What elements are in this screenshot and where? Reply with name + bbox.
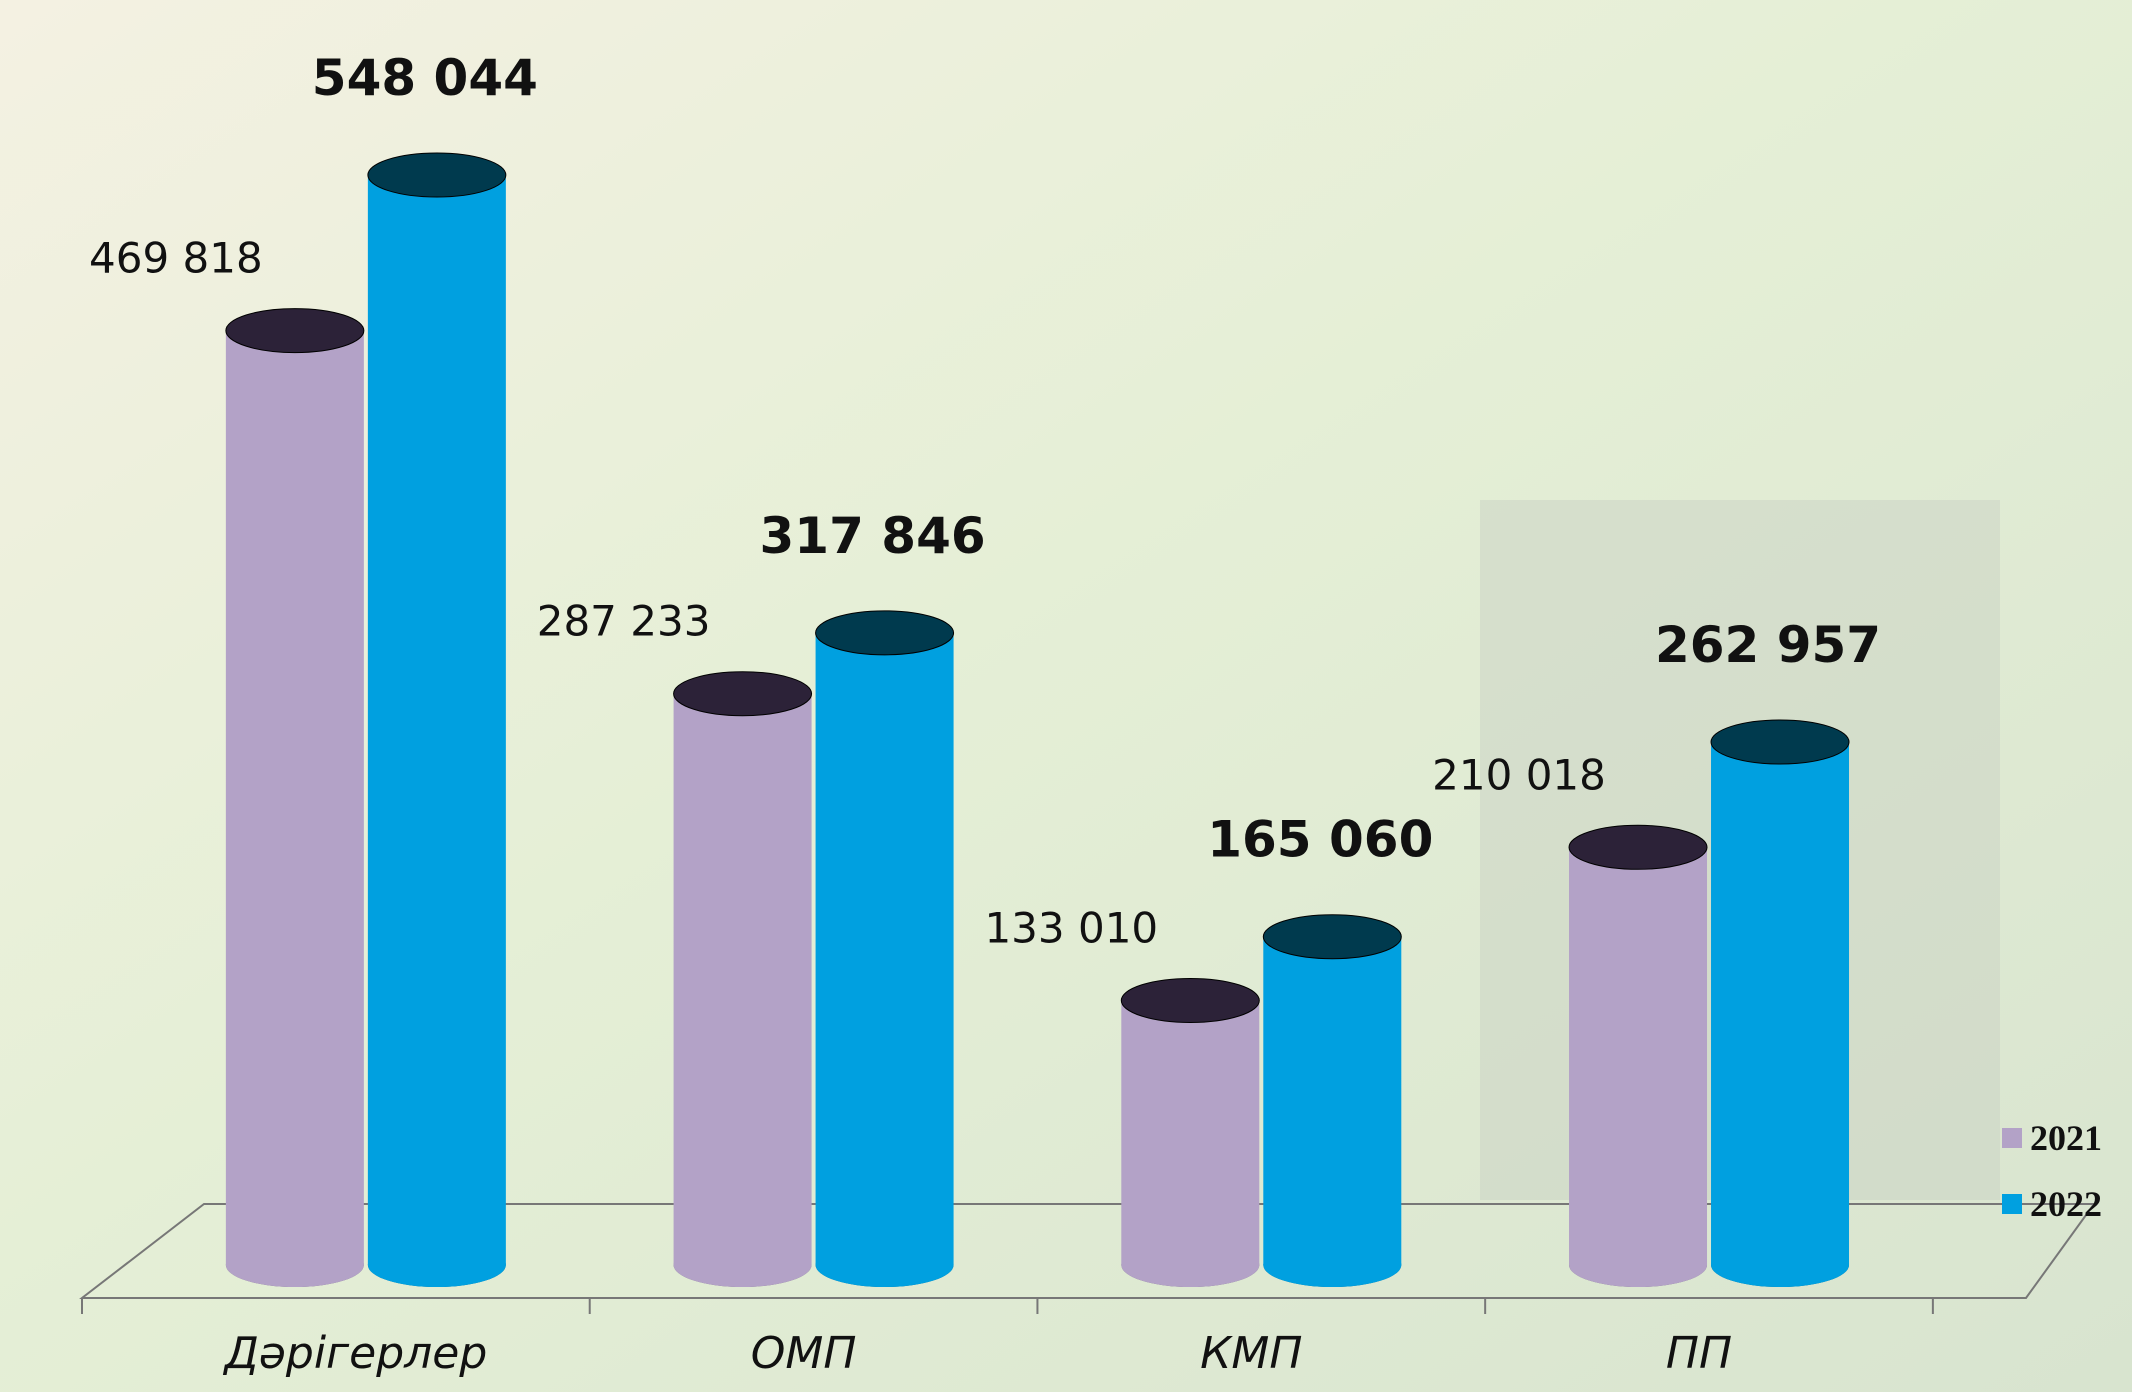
- bar-bottom-cap: [368, 1243, 506, 1287]
- bar: [816, 633, 954, 1265]
- bar-top: [226, 309, 364, 353]
- bar-bottom-cap: [1569, 1243, 1707, 1287]
- bar-bottom-cap: [1263, 1243, 1401, 1287]
- bar-bottom-cap: [226, 1243, 364, 1287]
- bar-bottom-cap: [1121, 1243, 1259, 1287]
- value-label: 165 060: [1207, 811, 1433, 869]
- bar: [1711, 742, 1849, 1265]
- bar-bottom-cap: [816, 1243, 954, 1287]
- value-label: 469 818: [89, 234, 263, 283]
- bar: [368, 175, 506, 1265]
- bar-top: [674, 672, 812, 716]
- bar-top: [1263, 915, 1401, 959]
- value-label: 210 018: [1432, 750, 1606, 799]
- legend-swatch: [2002, 1194, 2022, 1214]
- x-tick-label: ПП: [1666, 1328, 1732, 1379]
- bar: [1263, 937, 1401, 1265]
- chart: Дәрігерлер 469 818 548 044 ОМП 287 233 317 84…: [0, 0, 2132, 1392]
- x-tick-label: КМП: [1200, 1328, 1302, 1379]
- bar-bottom-cap: [674, 1243, 812, 1287]
- value-label: 317 846: [760, 507, 986, 565]
- value-label: 287 233: [537, 597, 711, 646]
- bar: [1569, 847, 1707, 1265]
- bar: [1121, 1000, 1259, 1265]
- bar: [674, 694, 812, 1265]
- bar-top: [816, 611, 954, 655]
- value-label: 133 010: [984, 903, 1158, 952]
- x-tick-label: ОМП: [751, 1328, 857, 1379]
- legend-label: 2022: [2030, 1184, 2102, 1224]
- bar-top: [1121, 978, 1259, 1022]
- bar-bottom-cap: [1711, 1243, 1849, 1287]
- value-label: 548 044: [312, 49, 538, 107]
- bar-top: [1711, 720, 1849, 764]
- legend-label: 2021: [2030, 1118, 2102, 1158]
- legend-swatch: [2002, 1128, 2022, 1148]
- bar-top: [368, 153, 506, 197]
- x-tick-label: Дәрігерлер: [222, 1328, 487, 1379]
- bar: [226, 331, 364, 1265]
- page: Дәрігерлер 469 818 548 044 ОМП 287 233 317 84…: [0, 0, 2132, 1392]
- bar-top: [1569, 825, 1707, 869]
- value-label: 262 957: [1655, 616, 1881, 674]
